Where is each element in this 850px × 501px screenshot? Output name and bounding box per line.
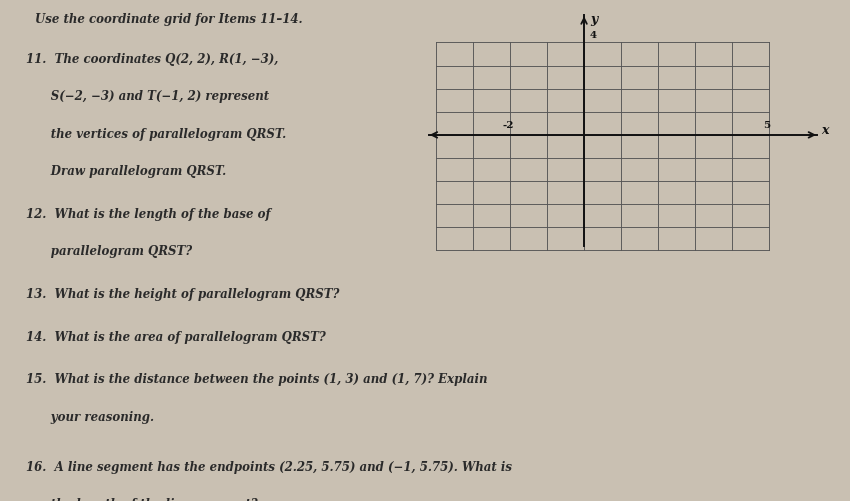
Text: 12.  What is the length of the base of: 12. What is the length of the base of [26,208,270,221]
Text: 13.  What is the height of parallelogram QRST?: 13. What is the height of parallelogram … [26,288,339,301]
Text: parallelogram QRST?: parallelogram QRST? [26,245,192,259]
Text: Draw parallelogram QRST.: Draw parallelogram QRST. [26,165,226,178]
Text: 14.  What is the area of parallelogram QRST?: 14. What is the area of parallelogram QR… [26,331,326,344]
Text: the length of the line segment?: the length of the line segment? [26,498,258,501]
Text: 4: 4 [590,31,597,40]
Text: x: x [822,124,829,137]
Text: -2: -2 [502,121,514,130]
Text: S(−2, −3) and T(−1, 2) represent: S(−2, −3) and T(−1, 2) represent [26,90,269,103]
Text: y: y [591,13,598,26]
Text: your reasoning.: your reasoning. [26,411,154,424]
Text: 5: 5 [763,121,771,130]
Text: 11.  The coordinates Q(2, 2), R(1, −3),: 11. The coordinates Q(2, 2), R(1, −3), [26,53,278,66]
Text: Use the coordinate grid for Items 11–14.: Use the coordinate grid for Items 11–14. [35,13,303,26]
Text: 16.  A line segment has the endpoints (2.25, 5.75) and (−1, 5.75). What is: 16. A line segment has the endpoints (2.… [26,461,512,474]
Text: 15.  What is the distance between the points (1, 3) and (1, 7)? Explain: 15. What is the distance between the poi… [26,373,487,386]
Text: the vertices of parallelogram QRST.: the vertices of parallelogram QRST. [26,128,286,141]
